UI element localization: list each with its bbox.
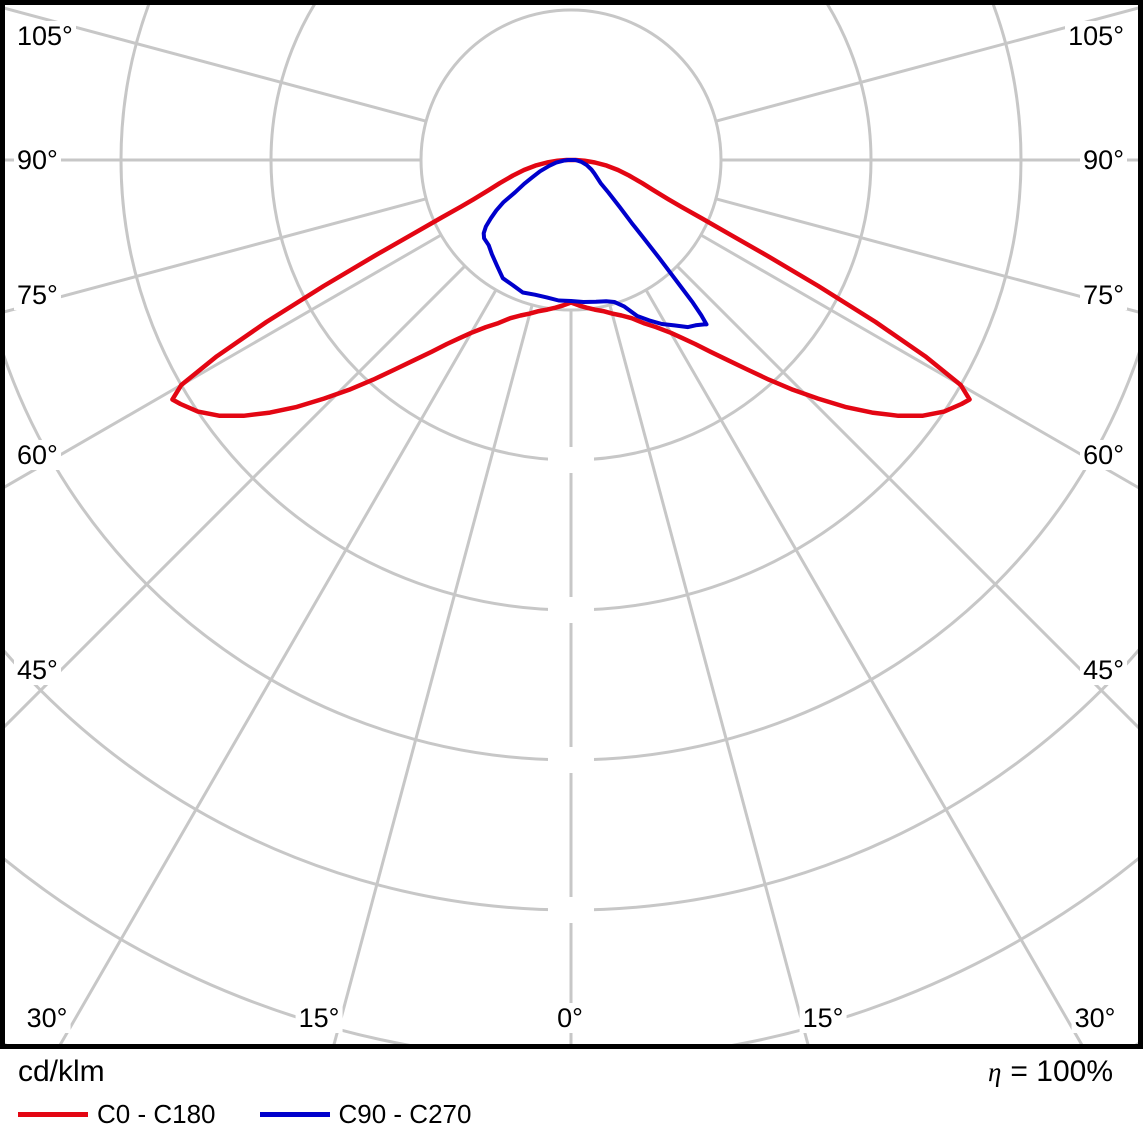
angle-label-bottom-1-15: 15° — [295, 1003, 343, 1033]
ring-value-mask — [548, 897, 594, 923]
angle-label-right-60: 60° — [1080, 440, 1127, 470]
polar-grid — [4, 4, 1139, 1045]
grid-ray-L45 — [4, 265, 466, 730]
angle-label-left-90: 90° — [14, 145, 61, 175]
angle-label-right-75: 75° — [1080, 280, 1127, 310]
angle-label-left-105: 105° — [14, 21, 76, 51]
ring-value-mask — [548, 447, 594, 473]
legend: C0 - C180 C90 - C270 — [0, 1099, 1143, 1130]
grid-ray-L75 — [4, 197, 427, 314]
chart-footer: cd/klm η = 100% C0 - C180 C90 - C270 — [0, 1049, 1143, 1143]
angle-label-right-90: 90° — [1080, 145, 1127, 175]
angle-label-bottom-2-0: 0° — [554, 1003, 586, 1033]
legend-line-c90-c270 — [259, 1112, 330, 1117]
angle-label-bottom-3-15: 15° — [799, 1003, 847, 1033]
polar-grid-canvas — [0, 0, 1143, 1049]
grid-ray-R45 — [676, 265, 1139, 731]
grid-ray-L105 — [4, 6, 427, 123]
grid-ray-R30 — [644, 289, 1084, 1045]
curve-c90-c270 — [481, 158, 709, 330]
chart-border — [0, 0, 1143, 1049]
efficiency-label: η = 100% — [988, 1055, 1113, 1089]
footer-line: cd/klm η = 100% — [0, 1049, 1143, 1089]
grid-ray-R15 — [608, 304, 810, 1045]
curve-c0-c180 — [170, 157, 972, 419]
angle-label-bottom-0-30: 30° — [23, 1003, 71, 1033]
unit-label: cd/klm — [18, 1055, 105, 1088]
legend-label-c0-c180: C0 - C180 — [97, 1099, 216, 1129]
grid-ray-L30 — [58, 289, 498, 1045]
angle-label-left-60: 60° — [14, 440, 61, 470]
angle-label-bottom-4-30: 30° — [1071, 1003, 1119, 1033]
grid-ray-R60 — [700, 233, 1139, 490]
polar-intensity-chart: 105° 90° 75° 60° 45° 105° 90° 75° 60° 45° 30° 15° 0°… — [0, 0, 1143, 1049]
grid-ray-L60 — [4, 233, 442, 490]
ring-value-mask — [548, 747, 594, 773]
angle-label-left-45: 45° — [14, 655, 61, 685]
efficiency-symbol: η — [988, 1057, 1002, 1087]
grid-ray-R105 — [715, 6, 1139, 123]
angle-label-right-105: 105° — [1065, 21, 1127, 51]
grid-ray-R75 — [715, 197, 1139, 314]
grid-ray-L15 — [332, 304, 534, 1045]
efficiency-value: = 100% — [1010, 1055, 1113, 1088]
ring-value-mask — [548, 597, 594, 623]
angle-label-left-75: 75° — [14, 280, 61, 310]
legend-label-c90-c270: C90 - C270 — [338, 1099, 472, 1129]
angle-label-right-45: 45° — [1080, 655, 1127, 685]
legend-line-c0-c180 — [18, 1112, 88, 1117]
